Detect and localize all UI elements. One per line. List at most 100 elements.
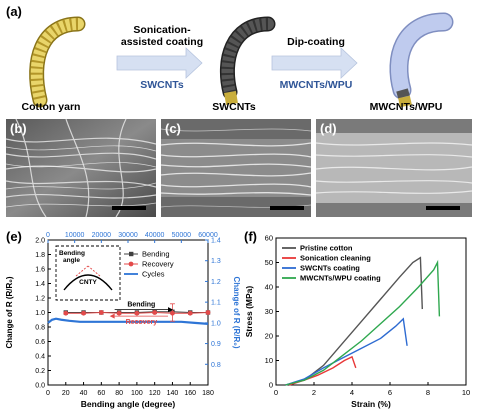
yarn2-label: SWCNTs <box>212 101 256 113</box>
x-tick-label-e: 20 <box>62 390 70 397</box>
bending-arrowhead-e <box>168 307 173 313</box>
inset-text-angle: angle <box>63 257 80 264</box>
recovery-annotation-e: Recovery <box>126 319 158 326</box>
panel-b-label: (b) <box>10 121 27 136</box>
y-axis-label-e: Change of R (R/R₀) <box>5 276 14 348</box>
y-tick-label-e: 1.8 <box>35 252 45 259</box>
swcnt-yarn-graphic <box>219 16 276 105</box>
y-tick-label-e: 1.4 <box>35 281 45 288</box>
panel-c-label: (c) <box>165 121 181 136</box>
y-tick-label-e: 2.0 <box>35 238 45 245</box>
y-tick-label-e: 0.0 <box>35 383 45 390</box>
legend-label-e: Bending <box>142 250 170 259</box>
x-tick-label-e: 160 <box>184 390 196 397</box>
panel-e-label: (e) <box>6 229 22 244</box>
y2-tick-label-e: 1.2 <box>211 279 221 286</box>
process-arrow-2 <box>271 47 358 79</box>
y-tick-label-e: 1.2 <box>35 296 45 303</box>
panel-a-label: (a) <box>6 4 22 19</box>
y-tick-label-f: 10 <box>265 356 273 365</box>
y-tick-label-e: 0.6 <box>35 339 45 346</box>
x-tick-label-e: 120 <box>149 390 161 397</box>
scale-bar-d <box>426 206 460 210</box>
step1-material: SWCNTs <box>140 79 184 91</box>
x-tick-label-f: 10 <box>462 388 470 397</box>
y2-tick-label-e: 1.1 <box>211 300 221 307</box>
scale-bar-b <box>112 206 146 210</box>
data-point-recovery <box>152 310 158 315</box>
x2-tick-label-e: 20000 <box>92 232 112 239</box>
x-tick-label-e: 100 <box>131 390 143 397</box>
legend-label-f: Pristine cotton <box>300 244 353 253</box>
sem-image-b <box>6 119 156 217</box>
x2-tick-label-e: 60000 <box>198 232 218 239</box>
scale-bar-c <box>270 206 304 210</box>
x-tick-label-f: 8 <box>426 388 430 397</box>
x-tick-label-e: 180 <box>202 390 214 397</box>
x2-tick-label-e: 40000 <box>145 232 165 239</box>
legend-label-f: MWCNTs/WPU coating <box>300 274 381 283</box>
x2-tick-label-e: 30000 <box>118 232 138 239</box>
y-tick-label-e: 0.8 <box>35 325 45 332</box>
cotton-yarn-graphic <box>29 16 86 108</box>
data-point-recovery <box>134 310 140 316</box>
yarn3-label: MWCNTs/WPU <box>369 101 443 113</box>
data-point-recovery <box>205 310 211 315</box>
y-tick-label-f: 60 <box>265 234 273 243</box>
x-axis-label-e: Bending angle (degree) <box>81 399 176 409</box>
panel-d-label: (d) <box>320 121 337 136</box>
panel-f-label: (f) <box>244 229 257 244</box>
y-tick-label-f: 50 <box>265 258 273 267</box>
panel-a-schematic <box>29 12 454 108</box>
inset-angle-line-e <box>87 265 101 277</box>
y-tick-label-e: 1.0 <box>35 310 45 317</box>
inset-text-bending: Bending <box>59 250 85 257</box>
chart-f: 0 2 4 6 8 10 0 10 20 30 40 50 60 Strain (%) Stress (MP… <box>244 234 470 410</box>
step2-line1: Dip-coating <box>287 36 345 48</box>
data-point-recovery <box>63 310 69 316</box>
inset-arc-e <box>63 274 113 291</box>
x-tick-label-e: 0 <box>46 390 50 397</box>
bending-annotation-e: Bending <box>127 302 155 309</box>
x-tick-label-f: 6 <box>388 388 392 397</box>
x-tick-label-f: 2 <box>312 388 316 397</box>
legend-label-e: Recovery <box>142 260 174 269</box>
legend-marker-e <box>129 251 134 257</box>
inset-text-cnty: CNTY <box>79 279 97 286</box>
inset-angle-line-e <box>75 265 89 277</box>
y-axis-label-f: Stress (MPa) <box>244 286 254 338</box>
data-point-recovery <box>116 310 122 316</box>
data-point-recovery <box>81 310 86 316</box>
y2-tick-label-e: 1.4 <box>211 238 221 245</box>
x-tick-label-f: 4 <box>350 388 354 397</box>
series-line-cycles <box>47 317 209 325</box>
x2-tick-label-e: 0 <box>46 232 50 239</box>
x-tick-label-e: 140 <box>167 390 179 397</box>
x-axis-label-f: Strain (%) <box>351 399 391 409</box>
y-tick-label-f: 0 <box>269 381 273 390</box>
x-tick-label-e: 80 <box>115 390 123 397</box>
sem-image-d <box>316 119 472 217</box>
x-tick-label-e: 60 <box>97 390 105 397</box>
sem-image-c <box>161 119 311 217</box>
y-tick-label-e: 0.2 <box>35 368 45 375</box>
series-line-f-4 <box>285 259 441 386</box>
data-point-recovery <box>187 310 193 316</box>
y-tick-label-f: 30 <box>265 307 273 316</box>
inset-box-e <box>55 245 121 301</box>
y2-tick-label-e: 1.3 <box>211 258 221 265</box>
x-tick-label-f: 0 <box>274 388 278 397</box>
y2-axis-label-e: Change of R (R/R₀) <box>232 276 240 348</box>
legend-label-e: Cycles <box>142 270 165 279</box>
data-point-recovery <box>98 310 104 315</box>
y2-tick-label-e: 0.9 <box>211 341 221 348</box>
series-line-f-3 <box>285 317 408 386</box>
legend-label-f: SWCNTs coating <box>300 264 360 273</box>
y-tick-label-e: 1.6 <box>35 267 45 274</box>
y-tick-label-f: 20 <box>265 332 273 341</box>
recovery-arrowhead-e <box>109 313 115 319</box>
process-arrow-1 <box>116 47 203 79</box>
step1-line1: Sonication- <box>133 24 191 36</box>
yarn1-label: Cotton yarn <box>21 101 81 113</box>
y-tick-label-f: 40 <box>265 283 273 292</box>
